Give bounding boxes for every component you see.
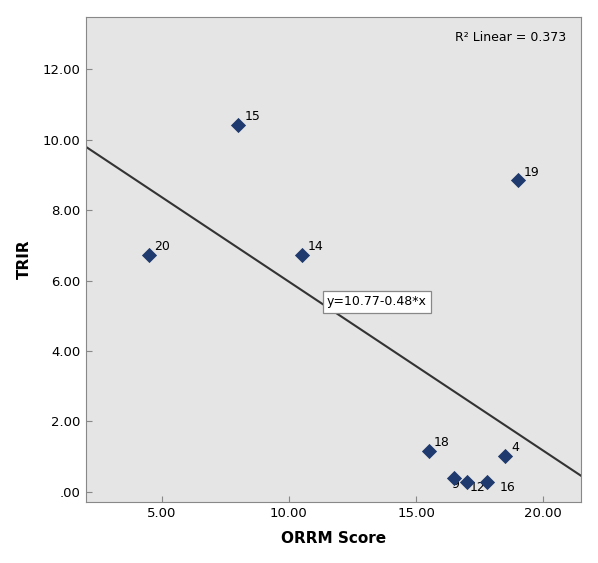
Point (483, 477, 492, 486)
Text: 20: 20 (154, 240, 170, 253)
Text: 19: 19 (524, 166, 540, 178)
Text: 18: 18 (434, 436, 450, 449)
Text: 4: 4 (511, 441, 519, 454)
Text: R² Linear = 0.373: R² Linear = 0.373 (455, 31, 566, 44)
Point (450, 474, 459, 483)
Y-axis label: TRIR: TRIR (17, 240, 32, 279)
Point (297, 251, 306, 260)
Text: 9: 9 (451, 478, 459, 491)
Text: 15: 15 (245, 110, 260, 123)
Text: 12: 12 (469, 481, 485, 494)
Text: 14: 14 (308, 240, 324, 253)
Point (424, 447, 434, 456)
Text: y=10.77-0.48*x: y=10.77-0.48*x (327, 295, 427, 309)
Point (513, 176, 523, 185)
Point (144, 251, 154, 260)
Text: 16: 16 (500, 481, 515, 494)
Point (462, 477, 472, 486)
X-axis label: ORRM Score: ORRM Score (281, 531, 386, 546)
Point (501, 452, 510, 461)
Point (233, 120, 243, 129)
